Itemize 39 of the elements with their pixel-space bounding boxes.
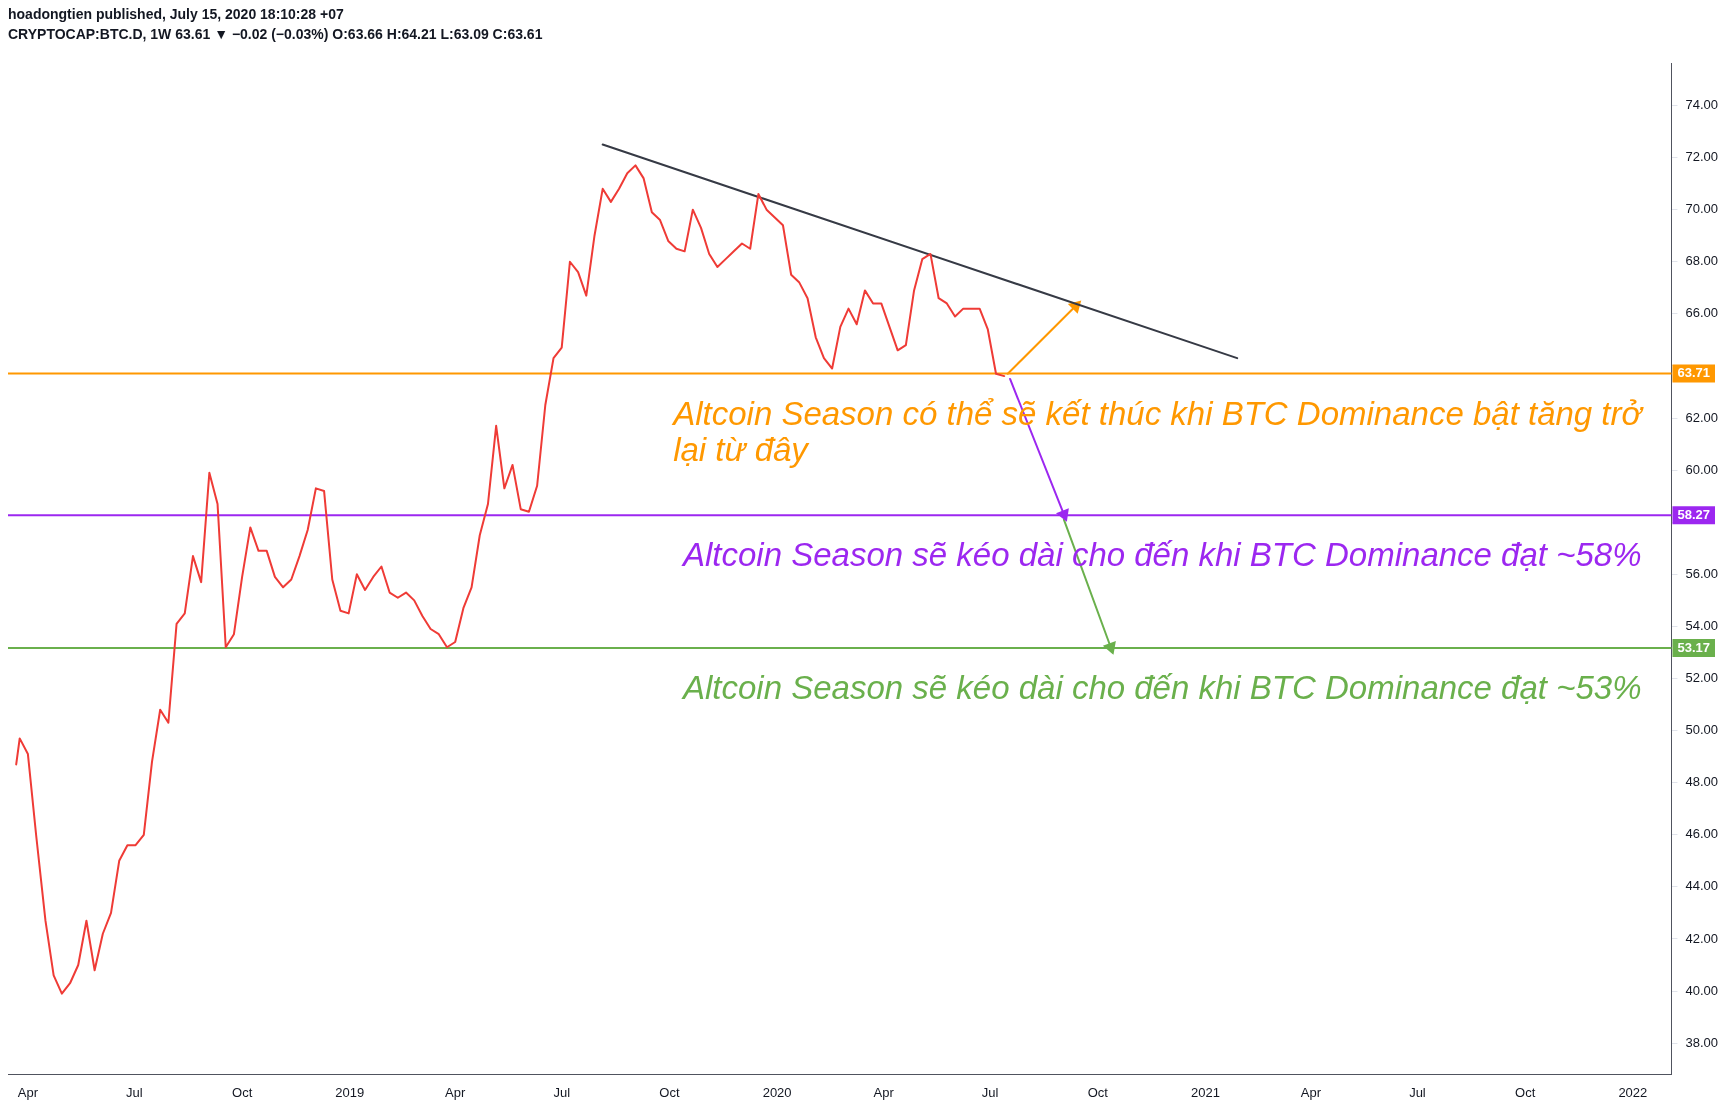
y-tick-label: 40.00	[1685, 982, 1719, 998]
y-tick-label: 54.00	[1685, 617, 1719, 633]
ref-line-label: 53.17	[1677, 639, 1711, 655]
ref-line-label: 63.71	[1677, 365, 1711, 381]
y-tick-label: 46.00	[1685, 826, 1719, 842]
y-tick-label: 48.00	[1685, 774, 1719, 790]
y-tick-label: 70.00	[1685, 201, 1719, 217]
x-tick-label: Oct	[1087, 1084, 1109, 1100]
x-tick-label: 2020	[762, 1084, 792, 1100]
chart-title: hoadongtien published, July 15, 2020 18:10:28 +07	[8, 5, 345, 24]
y-tick-label: 52.00	[1685, 670, 1719, 686]
y-tick-label: 60.00	[1685, 461, 1719, 477]
x-tick-label: Apr	[17, 1084, 39, 1100]
chart-subtitle: CRYPTOCAP:BTC.D, 1W 63.61 ▼ −0.02 (−0.03%) O:63.66 H:64.21 L:63.09 C:63.61	[8, 25, 544, 44]
y-tick-label: 68.00	[1685, 253, 1719, 269]
y-tick-label: 62.00	[1685, 409, 1719, 425]
x-tick-label: Oct	[232, 1084, 253, 1100]
x-tick-label: Apr	[873, 1084, 895, 1100]
y-tick-label: 56.00	[1685, 565, 1719, 581]
x-tick-label: Apr	[445, 1084, 466, 1100]
y-tick-label: 74.00	[1685, 97, 1719, 113]
y-tick-label: 72.00	[1685, 149, 1719, 165]
x-tick-label: 2021	[1191, 1084, 1221, 1100]
x-tick-label: Jul	[553, 1084, 571, 1100]
y-tick-label: 44.00	[1685, 878, 1719, 894]
y-tick-label: 50.00	[1685, 722, 1719, 738]
x-tick-label: Oct	[659, 1084, 680, 1100]
x-tick-label: Oct	[1515, 1084, 1536, 1100]
y-tick-label: 42.00	[1685, 930, 1719, 946]
x-tick-label: 2019	[335, 1084, 365, 1100]
x-tick-label: Jul	[981, 1084, 999, 1100]
x-tick-label: Jul	[1409, 1084, 1426, 1100]
y-tick-label: 66.00	[1685, 305, 1719, 321]
x-tick-label: Apr	[1300, 1084, 1322, 1100]
ref-line-label: 58.27	[1677, 506, 1711, 522]
x-tick-label: Jul	[126, 1084, 143, 1100]
annotation: Altcoin Season sẽ kéo dài cho đến khi BTC Dominance đạt ~53%	[680, 669, 1642, 707]
x-tick-label: 2022	[1618, 1084, 1648, 1100]
y-tick-label: 38.00	[1685, 1034, 1719, 1050]
